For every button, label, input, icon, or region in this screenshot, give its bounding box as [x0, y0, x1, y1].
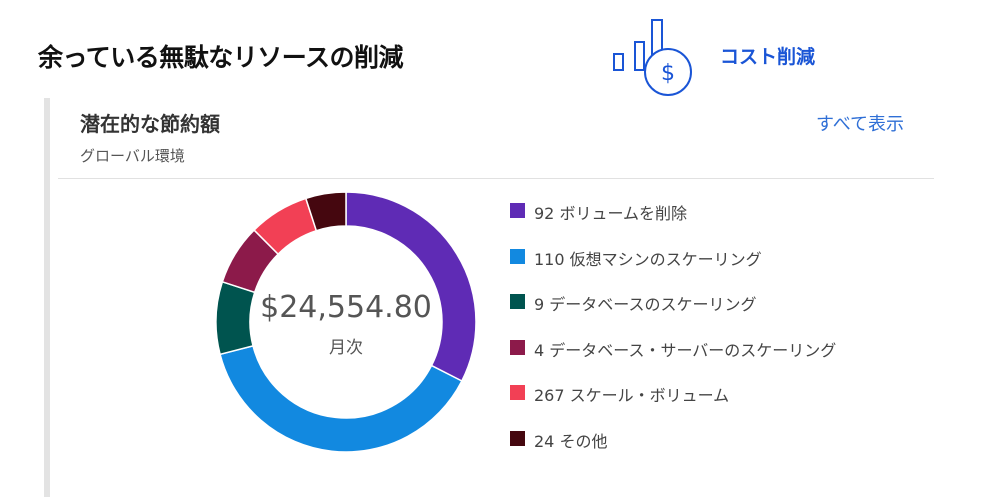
donut-slice[interactable]: [219, 344, 463, 453]
donut-slice[interactable]: [304, 191, 347, 232]
view-all-link[interactable]: すべて表示: [815, 114, 904, 135]
savings-chart-icon: $: [613, 19, 692, 96]
legend-swatch: [510, 294, 525, 309]
savings-card: 潜在的な節約額 グローバル環境 すべて表示 $24,554.80 月次 92 ボ…: [44, 98, 944, 497]
legend-label: 267 スケール・ボリューム: [534, 386, 730, 405]
card-title: 潜在的な節約額: [80, 112, 220, 136]
svg-text:$: $: [661, 61, 675, 86]
legend-swatch: [510, 339, 525, 355]
legend-label: 4 データベース・サーバーのスケーリング: [534, 340, 837, 360]
total-savings-value: $24,554.80: [260, 290, 432, 325]
legend-swatch: [510, 430, 525, 446]
cost-reduction-label: コスト削減: [720, 46, 816, 68]
period-label: 月次: [329, 338, 363, 358]
card-accent-bar: [44, 98, 50, 497]
savings-donut-chart: [215, 191, 477, 453]
legend-label: 9 データベースのスケーリング: [534, 295, 757, 314]
page-title: 余っている無駄なリソースの削減: [38, 43, 404, 72]
card-subtitle: グローバル環境: [80, 147, 185, 165]
legend-label: 92 ボリュームを削除: [534, 204, 687, 223]
legend-label: 110 仮想マシンのスケーリング: [534, 249, 762, 269]
card-divider: [58, 178, 934, 179]
legend-swatch: [510, 248, 525, 264]
legend-label: 24 その他: [534, 431, 608, 451]
legend-swatch: [510, 385, 525, 400]
legend-swatch: [510, 203, 525, 218]
